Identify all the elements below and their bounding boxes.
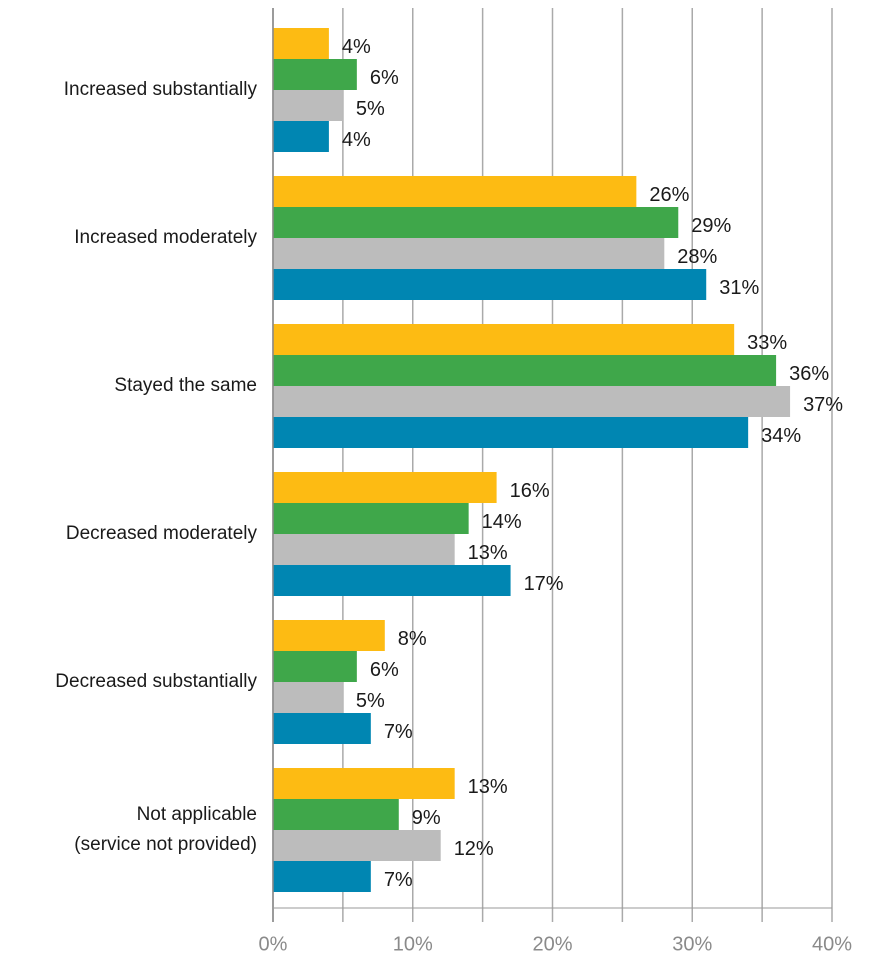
bar bbox=[273, 534, 455, 565]
x-tick-label: 40% bbox=[812, 933, 852, 955]
value-label: 7% bbox=[384, 721, 413, 743]
value-label: 28% bbox=[677, 246, 717, 268]
value-label: 4% bbox=[342, 129, 371, 151]
bar bbox=[273, 861, 371, 892]
value-label: 36% bbox=[789, 363, 829, 385]
value-label: 34% bbox=[761, 425, 801, 447]
category-label: Stayed the same bbox=[114, 375, 257, 396]
value-label: 5% bbox=[356, 98, 385, 120]
bar bbox=[273, 682, 343, 713]
x-tick-label: 10% bbox=[393, 933, 433, 955]
category-label: Increased substantially bbox=[64, 79, 258, 100]
value-label: 12% bbox=[454, 838, 494, 860]
bar bbox=[273, 28, 329, 59]
bar bbox=[273, 176, 637, 207]
value-label: 31% bbox=[719, 277, 759, 299]
bar bbox=[273, 768, 455, 799]
value-label: 26% bbox=[649, 184, 689, 206]
value-label: 29% bbox=[691, 215, 731, 237]
bar bbox=[273, 565, 511, 596]
value-label: 8% bbox=[398, 628, 427, 650]
bar bbox=[273, 121, 329, 152]
x-tick-label: 0% bbox=[259, 933, 288, 955]
value-label: 13% bbox=[468, 776, 508, 798]
bar bbox=[273, 417, 749, 448]
value-label: 5% bbox=[356, 690, 385, 712]
bar bbox=[273, 386, 791, 417]
bar bbox=[273, 269, 707, 300]
value-label: 6% bbox=[370, 67, 399, 89]
value-label: 17% bbox=[524, 573, 564, 595]
category-label: Decreased moderately bbox=[66, 523, 258, 544]
value-label: 4% bbox=[342, 36, 371, 58]
category-label: Increased moderately bbox=[74, 227, 257, 248]
bar bbox=[273, 472, 497, 503]
value-label: 16% bbox=[510, 480, 550, 502]
category-label: Decreased substantially bbox=[55, 671, 257, 692]
value-label: 33% bbox=[747, 332, 787, 354]
bar bbox=[273, 651, 357, 682]
bar bbox=[273, 355, 777, 386]
bar bbox=[273, 503, 469, 534]
value-label: 6% bbox=[370, 659, 399, 681]
bar bbox=[273, 90, 343, 121]
value-label: 37% bbox=[803, 394, 843, 416]
value-label: 14% bbox=[482, 511, 522, 533]
bar bbox=[273, 59, 357, 90]
category-label: Not applicable (service not provided) bbox=[74, 804, 257, 855]
value-label: 9% bbox=[412, 807, 441, 829]
bar bbox=[273, 207, 679, 238]
bar bbox=[273, 830, 441, 861]
x-tick-label: 20% bbox=[532, 933, 572, 955]
bar bbox=[273, 713, 371, 744]
bar bbox=[273, 620, 385, 651]
x-tick-label: 30% bbox=[672, 933, 712, 955]
value-label: 7% bbox=[384, 869, 413, 891]
value-label: 13% bbox=[468, 542, 508, 564]
bar bbox=[273, 799, 399, 830]
bar bbox=[273, 324, 735, 355]
bar bbox=[273, 238, 665, 269]
